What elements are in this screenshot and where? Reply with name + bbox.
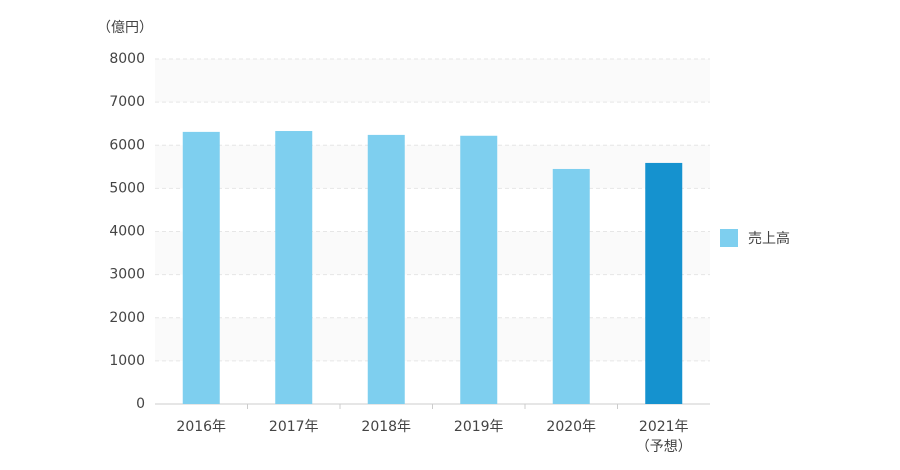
y-tick-label: 6000 [109, 137, 145, 153]
y-unit: （億円） [97, 20, 153, 36]
bar [645, 162, 683, 404]
legend-swatch [720, 229, 738, 247]
bar [182, 131, 220, 404]
y-tick-label: 3000 [109, 267, 145, 283]
y-tick-label: 0 [136, 396, 145, 412]
x-tick-label: 2018年 [361, 419, 411, 435]
y-tick-label: 5000 [109, 180, 145, 196]
bar [552, 168, 590, 404]
plot-stripe [155, 231, 710, 275]
plot-stripe [155, 317, 710, 361]
x-tick-label: 2017年 [269, 419, 319, 435]
bar [275, 131, 313, 405]
y-tick-label: 4000 [109, 224, 145, 240]
x-tick-label: 2020年 [546, 419, 596, 435]
y-tick-label: 1000 [109, 353, 145, 369]
x-tick-label: 2021年 [639, 419, 689, 435]
legend-label: 売上高 [748, 230, 790, 247]
y-tick-label: 7000 [109, 94, 145, 110]
y-tick-label: 2000 [109, 310, 145, 326]
x-tick-label: （予想） [636, 439, 692, 455]
y-tick-label: 8000 [109, 51, 145, 67]
x-tick-label: 2016年 [176, 419, 226, 435]
plot-stripe [155, 145, 710, 189]
bar [460, 135, 498, 404]
plot-stripe [155, 59, 710, 103]
x-tick-label: 2019年 [454, 419, 504, 435]
bar [367, 134, 405, 404]
